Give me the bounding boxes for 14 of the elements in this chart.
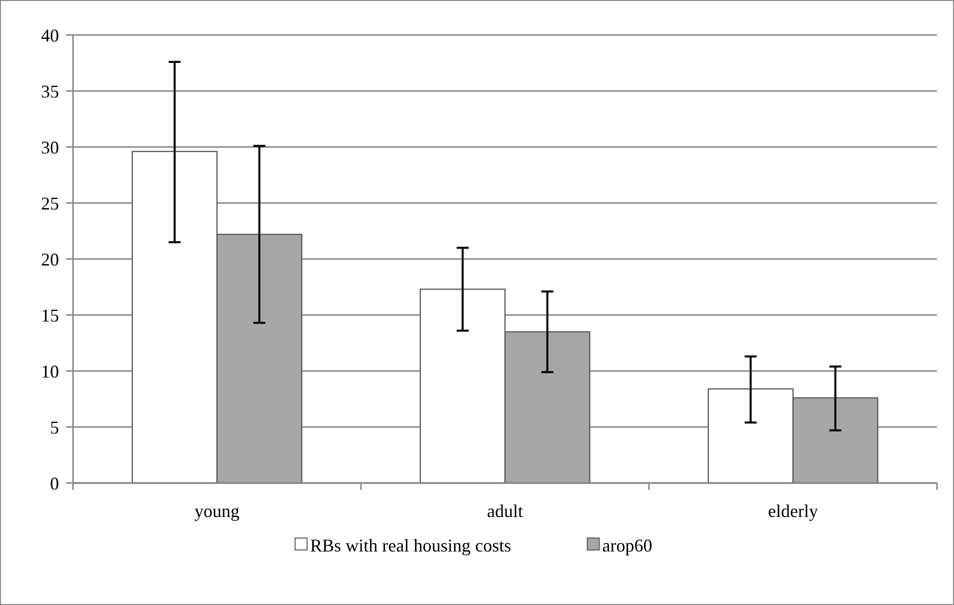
y-tick-label: 40 xyxy=(41,25,59,46)
x-tick-label: elderly xyxy=(768,501,818,521)
y-tick-label: 10 xyxy=(41,361,59,382)
y-tick-label: 25 xyxy=(41,193,59,214)
y-tick-label: 15 xyxy=(41,305,59,326)
legend-label: arop60 xyxy=(602,535,652,556)
y-tick-label: 20 xyxy=(41,249,59,270)
y-tick-label: 35 xyxy=(41,81,59,102)
x-tick-label: young xyxy=(194,501,240,521)
y-tick-label: 5 xyxy=(50,417,59,438)
y-tick-label: 0 xyxy=(50,473,59,494)
y-tick-label: 30 xyxy=(41,137,59,158)
legend-label: RBs with real housing costs xyxy=(310,535,512,556)
x-tick-label: adult xyxy=(487,501,523,521)
